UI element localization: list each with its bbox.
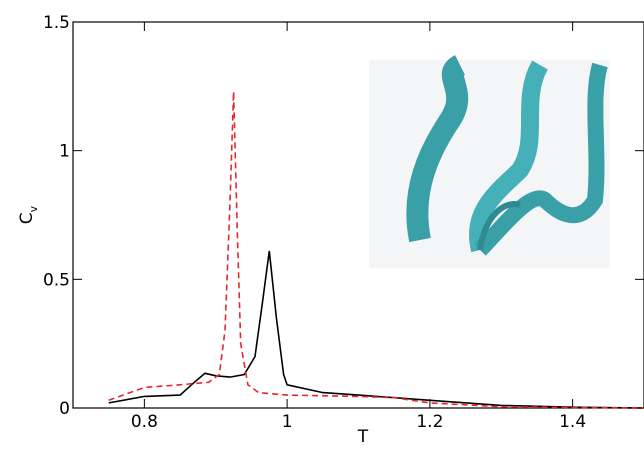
x-tick-label: 1.4 — [559, 412, 586, 432]
x-tick-label: 0.8 — [131, 412, 158, 432]
line-series — [108, 91, 644, 409]
x-tick-label: 1.2 — [416, 412, 443, 432]
plot-frame — [72, 21, 644, 409]
y-label-sub: v — [27, 205, 40, 212]
y-label-main: C — [17, 212, 37, 224]
y-tick-label: 1 — [59, 142, 70, 162]
y-tick-label: 0.5 — [43, 270, 70, 290]
inset-image — [369, 55, 610, 268]
line-series — [108, 250, 644, 409]
y-axis-label-text: Cv — [17, 205, 40, 224]
y-tick-label: 1.5 — [43, 13, 70, 33]
y-axis-label: Cv — [17, 205, 40, 224]
y-tick-label: 0 — [59, 399, 70, 419]
x-axis-label: T — [357, 427, 369, 445]
x-tick-label: 1 — [282, 412, 293, 432]
